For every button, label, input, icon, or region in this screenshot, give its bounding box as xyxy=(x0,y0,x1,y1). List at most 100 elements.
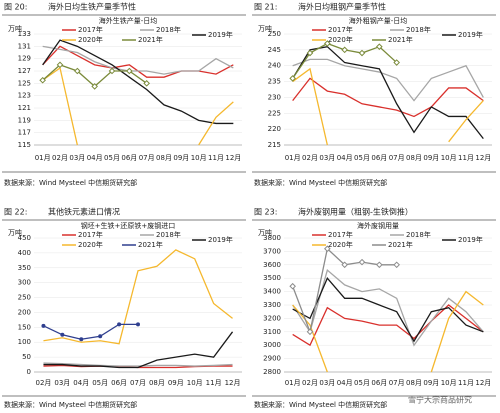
y-tick-label: 3600 xyxy=(263,261,281,269)
figure-label: 图 21: xyxy=(254,3,277,12)
y-tick-label: 225 xyxy=(268,109,281,117)
x-tick-label: 12月 xyxy=(225,154,241,162)
marker xyxy=(393,59,400,66)
y-tick-label: 200 xyxy=(18,308,31,316)
x-tick-label: 07月 xyxy=(389,379,405,387)
x-tick-label: 02月 xyxy=(302,379,318,387)
series-line xyxy=(292,58,484,102)
x-tick-label: 03月 xyxy=(54,379,70,387)
x-tick-label: 06月 xyxy=(371,154,387,162)
legend-label: 2018年 xyxy=(156,230,181,239)
x-tick-label: 04月 xyxy=(337,379,353,387)
x-tick-label: 11月 xyxy=(206,379,222,387)
marker xyxy=(117,322,122,327)
x-tick-label: 03月 xyxy=(319,379,335,387)
chart-title: 海外粗钢产量-日均 xyxy=(349,16,408,25)
y-tick-label: 2900 xyxy=(263,355,281,363)
x-tick-label: 08月 xyxy=(149,379,165,387)
legend-label: 2020年 xyxy=(328,35,353,44)
x-tick-label: 04月 xyxy=(73,379,89,387)
x-tick-label: 12月 xyxy=(225,379,241,387)
series-line xyxy=(43,323,138,340)
x-tick-label: 09月 xyxy=(423,379,439,387)
x-tick-label: 09月 xyxy=(173,154,189,162)
x-tick-label: 10月 xyxy=(441,379,457,387)
x-tick-label: 05月 xyxy=(354,154,370,162)
y-tick-label: 3700 xyxy=(263,247,281,255)
x-tick-label: 03月 xyxy=(319,154,335,162)
x-tick-label: 08月 xyxy=(406,379,422,387)
x-tick-label: 02月 xyxy=(35,379,51,387)
series-line xyxy=(292,276,484,343)
x-tick-label: 10月 xyxy=(191,154,207,162)
x-tick-label: 07月 xyxy=(389,154,405,162)
y-tick-label: 300 xyxy=(18,279,31,287)
marker xyxy=(376,43,383,50)
marker xyxy=(324,40,331,47)
y-tick-label: 350 xyxy=(18,264,31,272)
y-tick-label: 131 xyxy=(18,42,31,50)
y-tick-label: 133 xyxy=(18,30,31,38)
legend-label: 2019年 xyxy=(458,235,483,244)
series-line xyxy=(430,290,484,373)
x-tick-label: 11月 xyxy=(458,154,474,162)
x-tick-label: 06月 xyxy=(371,379,387,387)
x-tick-label: 10月 xyxy=(187,379,203,387)
x-tick-label: 03月 xyxy=(69,154,85,162)
x-tick-label: 04月 xyxy=(87,154,103,162)
legend-label: 2020年 xyxy=(78,240,103,249)
marker xyxy=(324,245,331,253)
y-tick-label: 400 xyxy=(18,249,31,257)
y-tick-label: 117 xyxy=(18,129,31,137)
chart-title: 海外废钢用量 xyxy=(357,221,399,230)
x-tick-label: 07月 xyxy=(139,154,155,162)
marker xyxy=(289,75,296,82)
y-tick-label: 119 xyxy=(18,116,31,124)
source-note: 数据来源：Wind Mysteel 中信期货研究部 xyxy=(254,400,387,409)
x-tick-label: 10月 xyxy=(441,154,457,162)
marker xyxy=(98,334,103,339)
marker xyxy=(79,337,84,342)
legend-label: 2019年 xyxy=(208,30,233,39)
marker xyxy=(341,261,348,269)
figure-label: 图 22: xyxy=(4,208,27,217)
y-tick-label: 50 xyxy=(22,353,31,361)
legend-label: 2017年 xyxy=(78,25,103,34)
legend-label: 2017年 xyxy=(78,230,103,239)
y-tick-label: 3100 xyxy=(263,328,281,336)
x-tick-label: 08月 xyxy=(406,154,422,162)
x-tick-label: 05月 xyxy=(354,379,370,387)
y-tick-label: 3800 xyxy=(263,234,281,242)
source-note: 数据来源：Wind Mysteel 中信期货研究部 xyxy=(4,178,137,187)
y-tick-label: 3300 xyxy=(263,301,281,309)
series-line xyxy=(292,67,328,146)
marker xyxy=(358,49,366,57)
x-tick-label: 01月 xyxy=(35,154,51,162)
series-line xyxy=(43,249,233,345)
figure-title: 其他铁元素进口情况 xyxy=(48,207,120,217)
y-tick-label: 215 xyxy=(268,141,281,149)
x-tick-label: 12月 xyxy=(475,154,491,162)
y-axis-label: 万吨 xyxy=(8,228,22,237)
y-tick-label: 235 xyxy=(268,78,281,86)
figure-title: 海外日均粗钢产量季节性 xyxy=(298,2,386,12)
series-line xyxy=(292,269,484,347)
legend-label: 2020年 xyxy=(328,240,353,249)
series-line xyxy=(292,45,484,140)
y-axis-label: 万吨 xyxy=(8,24,22,33)
y-tick-label: 3000 xyxy=(263,341,281,349)
marker xyxy=(289,282,296,290)
marker xyxy=(341,46,348,54)
marker xyxy=(376,261,383,269)
x-tick-label: 07月 xyxy=(130,379,146,387)
x-tick-label: 02月 xyxy=(302,154,318,162)
legend-label: 2018年 xyxy=(406,230,431,239)
marker xyxy=(56,61,64,69)
marker xyxy=(136,322,140,327)
marker xyxy=(306,328,314,336)
series-line xyxy=(292,304,484,347)
legend-label: 2021年 xyxy=(138,240,163,249)
y-tick-label: 129 xyxy=(18,55,31,63)
